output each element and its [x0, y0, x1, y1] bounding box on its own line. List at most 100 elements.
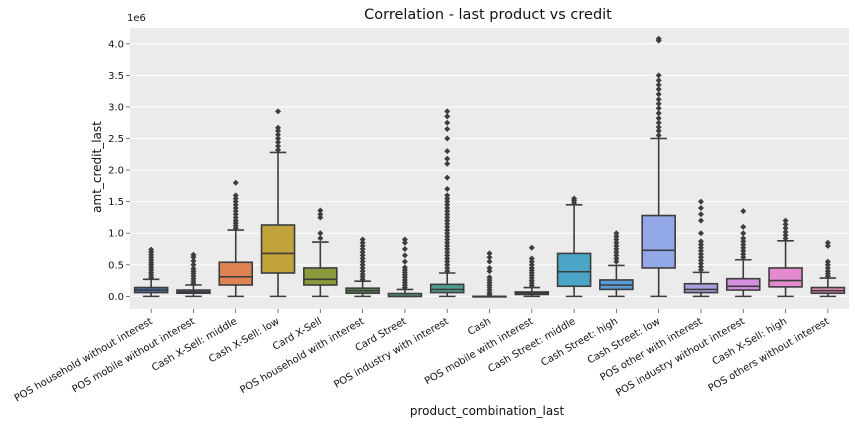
box-9 — [472, 250, 507, 298]
y-tick-label: 4.0 — [108, 39, 124, 50]
outlier-point — [359, 258, 366, 265]
outlier-point — [824, 242, 831, 249]
outlier-point — [613, 246, 620, 253]
box-2 — [176, 251, 211, 298]
outlier-point — [697, 217, 704, 224]
outlier-point — [232, 214, 239, 221]
outlier-point — [444, 195, 451, 202]
outlier-point — [655, 105, 662, 112]
y-tick-label: 0.5 — [108, 260, 124, 271]
box-iqr — [218, 261, 254, 286]
box-iqr — [725, 277, 761, 291]
box-6 — [345, 236, 380, 298]
outlier-point — [317, 235, 324, 242]
outlier-point — [232, 198, 239, 205]
outlier-point — [697, 230, 704, 237]
outlier-point — [613, 242, 620, 249]
x-tick-label: Cash — [466, 316, 493, 338]
box-series — [133, 35, 846, 298]
outlier-point — [740, 238, 747, 245]
box-10 — [514, 244, 550, 298]
outlier-point — [697, 266, 704, 273]
box-14 — [683, 198, 719, 298]
outlier-point — [655, 91, 662, 98]
outlier-point — [782, 221, 789, 228]
outlier-point — [782, 232, 789, 239]
outlier-point — [655, 119, 662, 126]
box-iqr — [641, 214, 676, 269]
outlier-point — [782, 235, 789, 242]
box-iqr — [429, 283, 465, 294]
outlier-point — [444, 214, 451, 221]
outlier-point — [782, 228, 789, 235]
outlier-point — [613, 258, 620, 265]
outlier-point — [613, 230, 620, 237]
outlier-point — [697, 263, 704, 270]
outlier-point — [444, 201, 451, 208]
outlier-point — [232, 204, 239, 211]
outlier-point — [824, 261, 831, 268]
outlier-point — [782, 217, 789, 224]
outlier-point — [740, 244, 747, 251]
outlier-point — [444, 258, 451, 265]
box-iqr — [683, 282, 719, 294]
outlier-point — [444, 126, 451, 133]
outlier-point — [401, 239, 408, 246]
outlier-point — [740, 235, 747, 242]
outlier-point — [232, 201, 239, 208]
box-3 — [218, 179, 254, 298]
outlier-point — [444, 135, 451, 142]
y-tick-label: 1.5 — [108, 197, 124, 208]
outlier-point — [190, 258, 197, 265]
box-16 — [768, 217, 803, 298]
box-4 — [260, 108, 296, 298]
outlier-point — [444, 252, 451, 259]
outlier-point — [148, 246, 155, 253]
outlier-point — [275, 146, 282, 153]
x-tick-label: Cash Street: high — [539, 316, 619, 369]
outlier-point — [444, 113, 451, 120]
outlier-point — [444, 249, 451, 256]
y-axis-label: amt_credit_last — [90, 121, 104, 213]
outlier-point — [740, 208, 747, 215]
outlier-point — [528, 244, 535, 251]
y-tick-label: 0.0 — [108, 292, 124, 303]
outlier-point — [444, 268, 451, 275]
outlier-point — [190, 251, 197, 258]
outlier-point — [655, 81, 662, 88]
outlier-point — [444, 239, 451, 246]
outlier-point — [444, 236, 451, 243]
y-tick-label: 2.0 — [108, 166, 124, 177]
outlier-point — [740, 241, 747, 248]
outlier-point — [613, 236, 620, 243]
outlier-point — [613, 239, 620, 246]
outlier-point — [232, 211, 239, 218]
outlier-point — [401, 252, 408, 259]
outlier-point — [697, 257, 704, 264]
outlier-point — [359, 242, 366, 249]
outlier-point — [359, 249, 366, 256]
outlier-point — [359, 271, 366, 278]
outlier-point — [486, 274, 493, 281]
box-13 — [641, 35, 676, 298]
outlier-point — [528, 264, 535, 271]
y-tick-label: 1.0 — [108, 229, 124, 240]
outlier-point — [232, 195, 239, 202]
outlier-point — [444, 261, 451, 268]
outlier-point — [655, 77, 662, 84]
outlier-point — [359, 255, 366, 262]
grid-lines — [130, 43, 849, 297]
outlier-point — [444, 223, 451, 230]
box-5 — [303, 207, 338, 298]
outlier-point — [444, 217, 451, 224]
outlier-point — [444, 108, 451, 115]
outlier-point — [359, 261, 366, 268]
outlier-point — [740, 247, 747, 254]
outlier-point — [655, 110, 662, 117]
outlier-point — [655, 86, 662, 93]
y-axis-multiplier: 1e6 — [127, 13, 146, 24]
outlier-point — [444, 186, 451, 193]
outlier-point — [444, 246, 451, 253]
outlier-point — [359, 236, 366, 243]
outlier-point — [317, 207, 324, 214]
